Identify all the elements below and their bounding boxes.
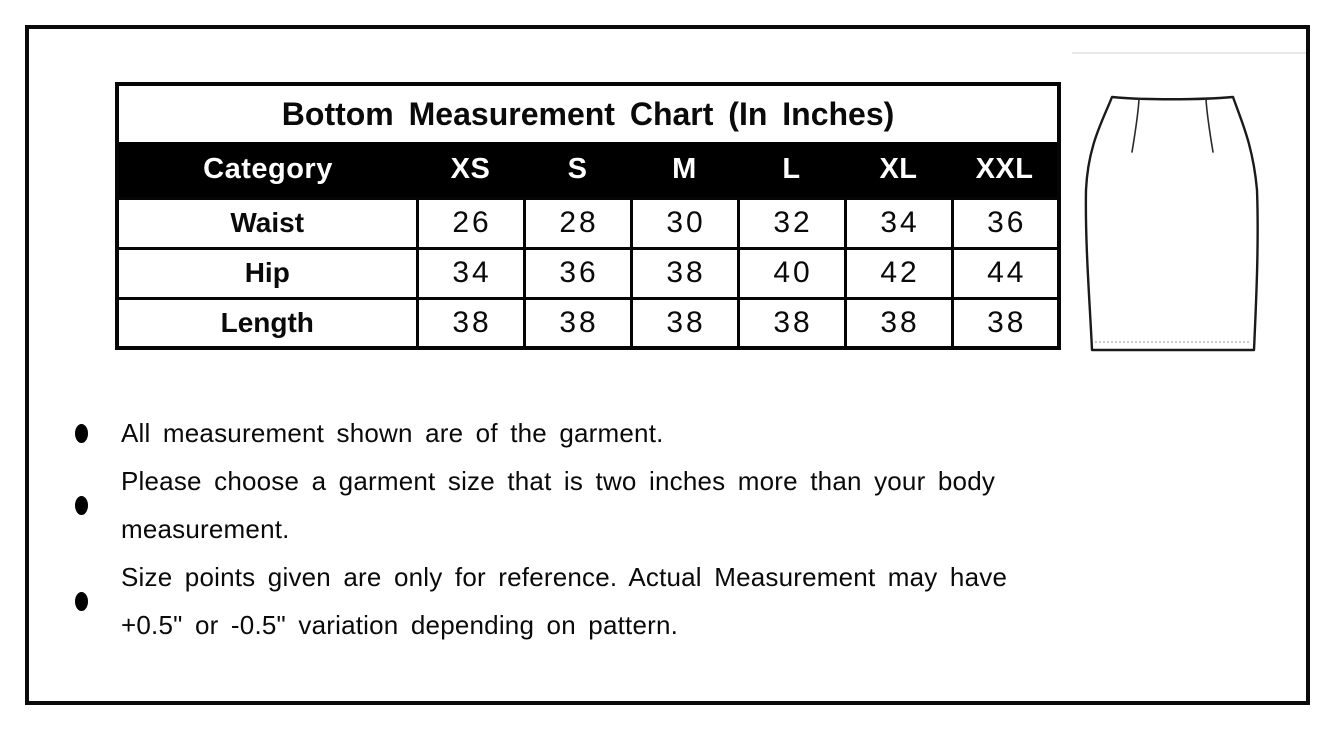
table-title-row: Bottom Measurement Chart (In Inches) <box>117 84 1060 142</box>
bullet-icon <box>75 591 88 611</box>
cell-waist-xs: 26 <box>415 196 526 250</box>
page-border-frame <box>25 25 1310 705</box>
cell-waist-xl: 34 <box>843 196 954 250</box>
cell-length-l: 38 <box>736 296 847 350</box>
table-row-hip: Hip 34 36 38 40 42 44 <box>115 246 1061 300</box>
skirt-left-dart <box>1131 98 1140 153</box>
note-item-2: Please choose a garment size that is two… <box>75 457 1255 553</box>
measurement-table: Bottom Measurement Chart (In Inches) Cat… <box>115 82 1062 350</box>
column-header-xl: XL <box>845 142 952 198</box>
cell-length-xs: 38 <box>415 296 526 350</box>
skirt-outline <box>1084 95 1259 352</box>
cell-waist-m: 30 <box>629 196 740 250</box>
bullet-icon <box>75 495 88 515</box>
cell-hip-l: 40 <box>736 246 847 300</box>
column-header-category: Category <box>117 142 417 198</box>
bullet-icon <box>75 423 88 443</box>
cell-length-xl: 38 <box>843 296 954 350</box>
column-header-m: M <box>631 142 738 198</box>
notes-list: All measurement shown are of the garment… <box>75 409 1255 649</box>
table-row-waist: Waist 26 28 30 32 34 36 <box>115 196 1061 250</box>
cell-waist-l: 32 <box>736 196 847 250</box>
note-item-1: All measurement shown are of the garment… <box>75 409 1255 457</box>
cell-hip-m: 38 <box>629 246 740 300</box>
note-text-2: Please choose a garment size that is two… <box>121 466 996 544</box>
table-row-length: Length 38 38 38 38 38 38 <box>115 296 1061 350</box>
cell-hip-xxl: 44 <box>950 246 1061 300</box>
table-title: Bottom Measurement Chart (In Inches) <box>117 84 1060 142</box>
cell-length-xxl: 38 <box>950 296 1061 350</box>
cell-hip-s: 36 <box>522 246 633 300</box>
skirt-illustration-icon <box>1084 95 1259 352</box>
table-header-row: Category XS S M L XL XXL <box>117 142 1060 198</box>
decorative-line <box>1072 52 1306 54</box>
note-text-1: All measurement shown are of the garment… <box>121 418 664 448</box>
cell-hip-xs: 34 <box>415 246 526 300</box>
cell-waist-s: 28 <box>522 196 633 250</box>
note-text-3: Size points given are only for reference… <box>121 562 1008 640</box>
column-header-xxl: XXL <box>952 142 1060 198</box>
note-item-3: Size points given are only for reference… <box>75 553 1255 649</box>
skirt-right-dart <box>1205 98 1214 153</box>
row-label-hip: Hip <box>115 246 419 300</box>
row-label-waist: Waist <box>115 196 419 250</box>
cell-waist-xxl: 36 <box>950 196 1061 250</box>
cell-hip-xl: 42 <box>843 246 954 300</box>
column-header-s: S <box>524 142 631 198</box>
cell-length-m: 38 <box>629 296 740 350</box>
row-label-length: Length <box>115 296 419 350</box>
cell-length-s: 38 <box>522 296 633 350</box>
column-header-l: L <box>738 142 845 198</box>
column-header-xs: XS <box>417 142 524 198</box>
